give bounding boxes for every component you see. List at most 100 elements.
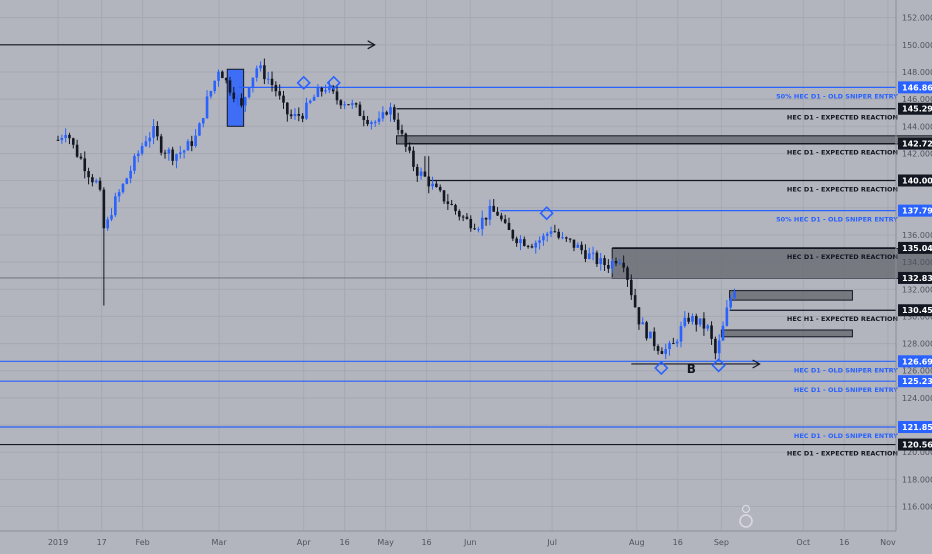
candle-body [469,218,473,229]
pivot-marker [296,75,311,90]
candle-body [408,146,411,151]
candle-body [205,96,209,119]
level-annotation: HEC D1 - OLD SNIPER ENTRY [794,432,898,440]
candle-body [129,170,132,179]
candle-body [389,107,392,115]
candle-body [614,261,618,264]
candle-body [247,87,251,98]
candle-body [584,250,587,259]
price-label-text: 125.230 [902,377,932,386]
candle-body [645,322,648,339]
candle-body [553,231,557,233]
x-tick-label: 16 [340,538,350,547]
zone-rect [729,290,853,301]
x-tick-label: Nov [880,538,896,547]
candle-body [217,71,220,81]
candle-body [446,201,450,204]
candle-body [534,242,538,248]
x-tick-label: Feb [136,538,150,547]
candle-body [710,325,713,339]
x-tick-label: Jun [463,538,477,547]
candle-body [652,331,656,347]
level-annotation: 50% HEC D1 - OLD SNIPER ENTRY [776,216,898,224]
zone-rect [720,329,853,338]
candle-body [477,229,480,231]
candle-body [381,112,385,119]
candle-body [297,114,301,116]
candle-body [694,316,698,325]
candle-body [565,237,568,239]
price-label-text: 126.696 [902,357,932,366]
candle-body [515,238,518,244]
candle-body [251,77,255,88]
candle-body [431,183,434,187]
candle-body [362,115,366,120]
candle-body [714,338,717,354]
candle-body [117,192,121,197]
candle-body [343,104,346,106]
candle-body [637,307,641,325]
candle-body [557,231,560,238]
candle-body [171,149,174,161]
candles [56,58,736,360]
price-label-text: 146.867 [902,83,932,92]
time-axis[interactable]: 2019 17 Feb Mar Apr 16 May 16 Jun Jul Aug 16 Sep Oct 1… [48,538,896,547]
candle-body [159,136,163,153]
candle-body [289,114,293,117]
y-tick-label: 132.000 [902,285,932,294]
candle-body [396,119,400,130]
horizontal-levels [0,86,896,446]
candle-body [209,91,213,97]
candle-body [393,107,396,120]
candle-body [660,351,664,354]
candle-body [194,135,197,147]
arrow-head [367,40,376,50]
candle-body [282,95,285,103]
candle-body [454,204,457,212]
candle-body [480,217,484,230]
candle-body [419,171,423,176]
candle-body [286,102,289,115]
candle-body [98,180,102,190]
candle-body [121,183,125,193]
candle-body [236,98,239,100]
price-label-box [898,375,932,388]
y-tick-label: 150.000 [902,41,932,50]
x-tick-label: Jul [546,538,557,547]
candle-body [607,265,610,269]
level-annotations: 50% HEC D1 - OLD SNIPER ENTRY HEC D1 - EX… [776,92,898,457]
candle-body [266,78,270,80]
candle-body [580,244,583,251]
candle-body [656,346,660,352]
zone-rect [226,68,245,127]
candle-body [423,171,427,177]
candle-body [274,84,278,92]
candle-body [633,295,637,308]
y-tick-label: 120.000 [902,448,932,457]
candle-body [618,262,622,264]
candle-body [64,134,67,138]
price-label-text: 137.790 [902,207,932,216]
watermark-icon [739,514,753,528]
candle-body [328,86,331,91]
candle-body [198,123,201,136]
candle-body [610,261,614,269]
candle-body [415,166,419,176]
candle-body [71,138,75,145]
candle-body [568,238,572,240]
y-tick-label: 130.000 [902,312,932,321]
y-tick-label: 126.000 [902,367,932,376]
candle-body [270,78,274,85]
y-tick-label: 146.000 [902,95,932,104]
candle-body [626,267,629,280]
candle-body [503,219,507,223]
candle-body [522,239,526,246]
candle-body [190,141,194,147]
candle-body [110,215,113,220]
candle-body [255,68,259,78]
candle-body [87,171,90,178]
candle-body [175,154,178,161]
x-tick-label: Sep [714,538,729,547]
candle-body [450,203,453,205]
